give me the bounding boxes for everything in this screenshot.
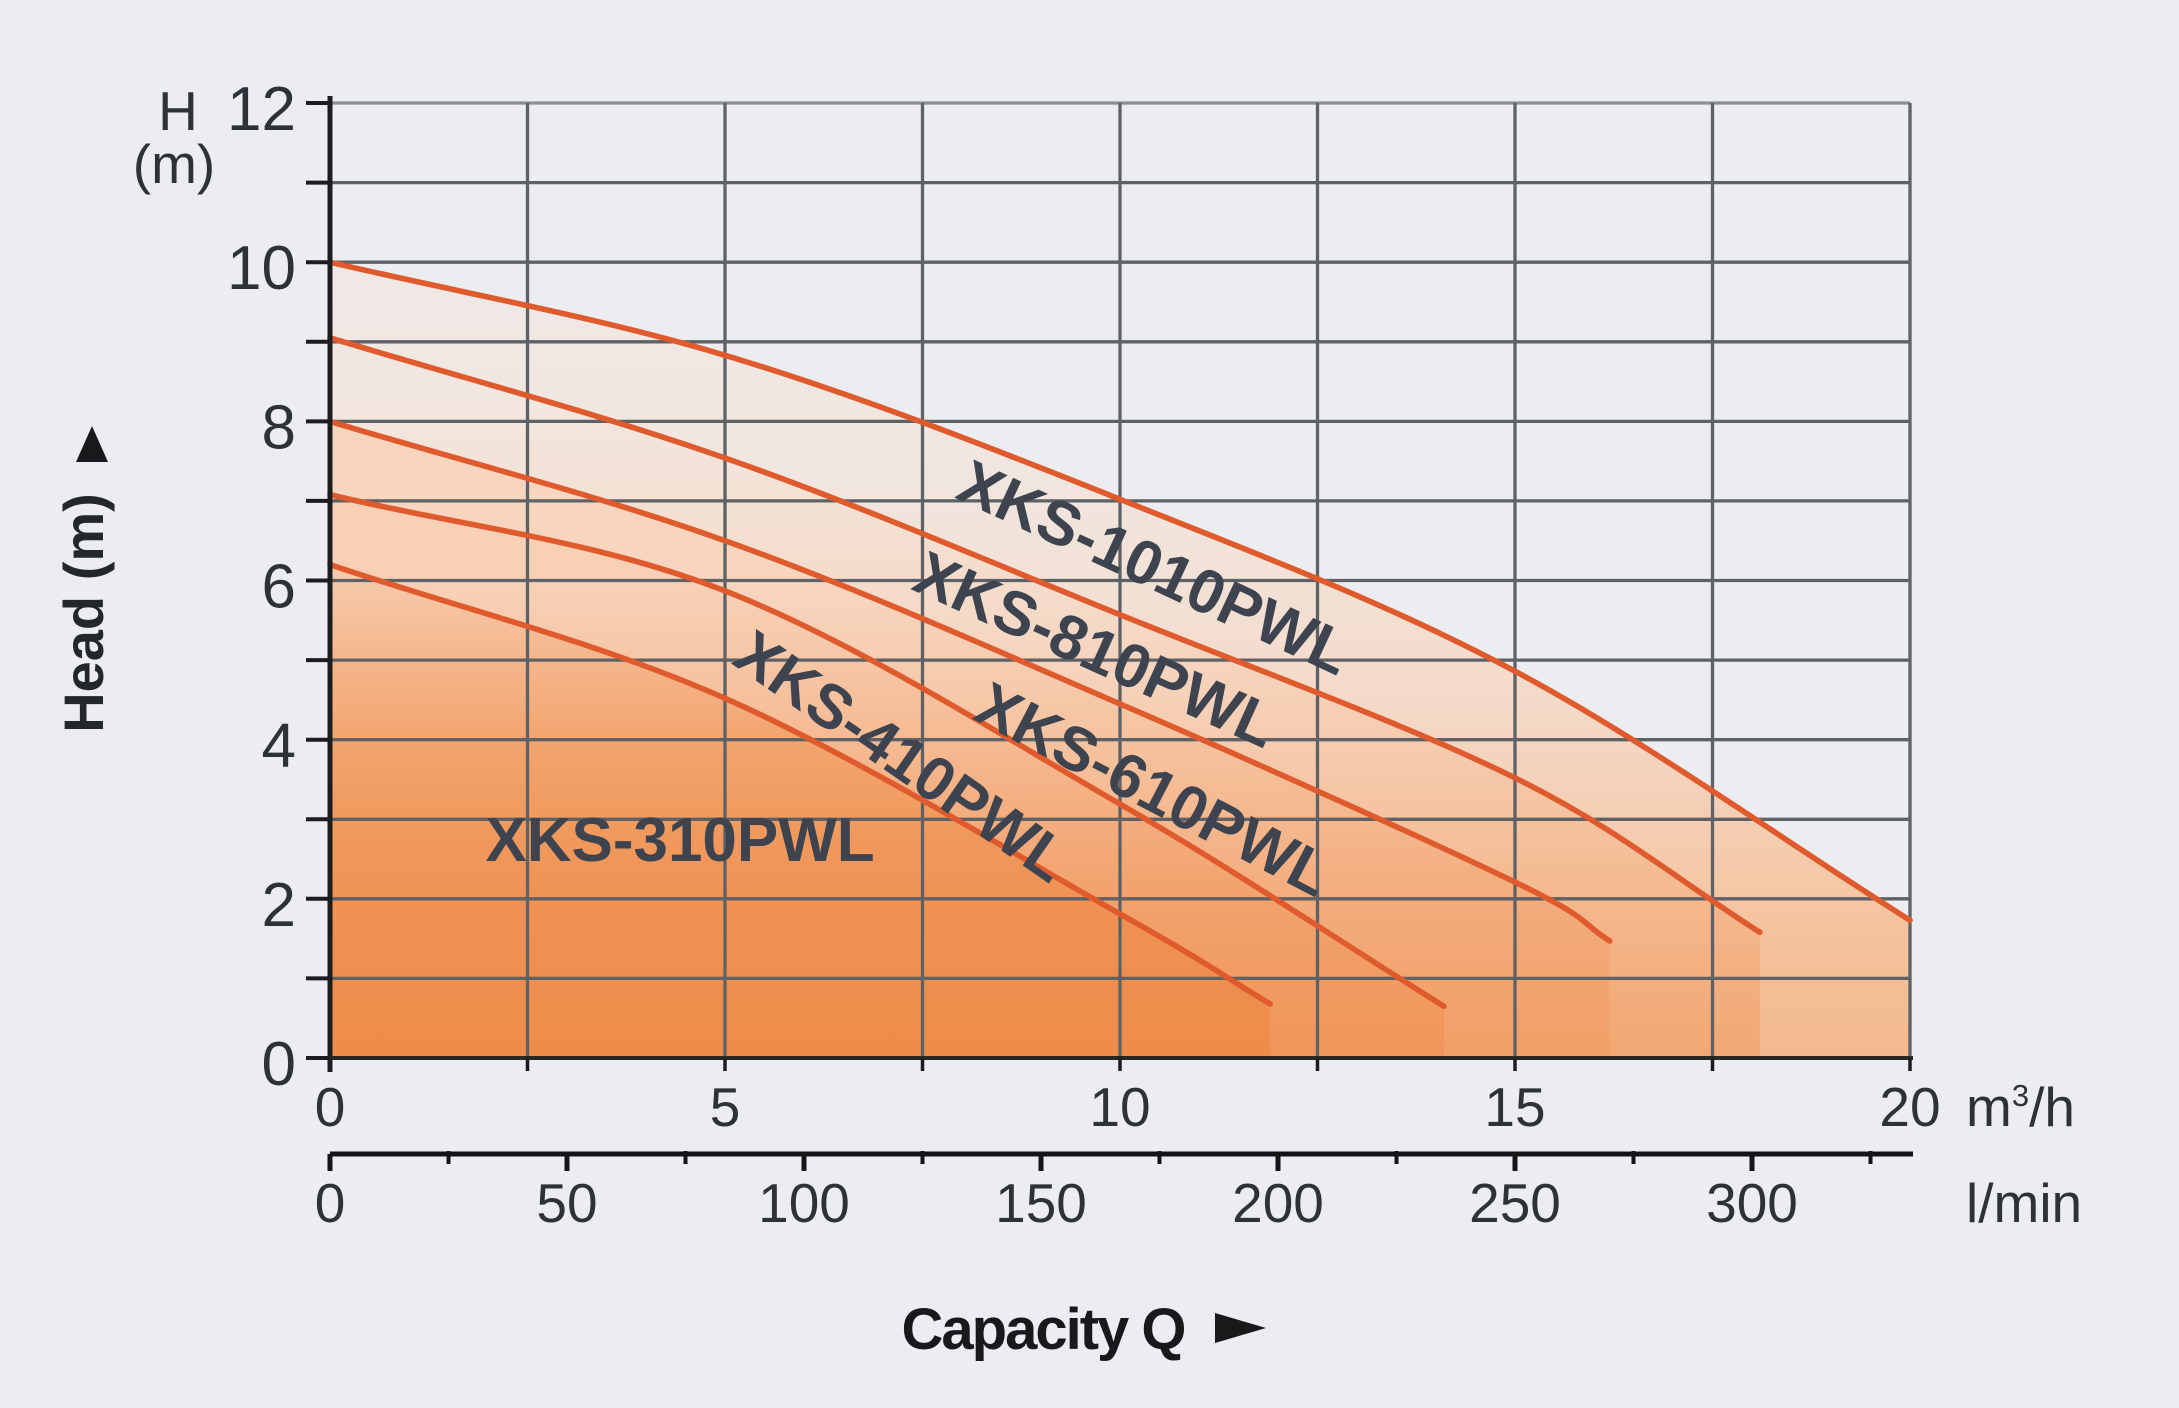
svg-text:20: 20 [1879, 1076, 1940, 1138]
svg-text:4: 4 [262, 712, 296, 781]
svg-text:0: 0 [315, 1076, 346, 1138]
svg-text:300: 300 [1706, 1172, 1798, 1234]
svg-text:Head (m): Head (m) [52, 493, 115, 733]
svg-text:200: 200 [1232, 1172, 1324, 1234]
svg-text:H: H [158, 80, 198, 142]
svg-text:6: 6 [262, 553, 296, 622]
svg-text:5: 5 [710, 1076, 741, 1138]
svg-text:2: 2 [262, 871, 296, 940]
svg-text:150: 150 [995, 1172, 1087, 1234]
svg-text:10: 10 [227, 234, 296, 303]
svg-text:0: 0 [315, 1172, 346, 1234]
svg-text:100: 100 [758, 1172, 850, 1234]
svg-text:250: 250 [1469, 1172, 1561, 1234]
svg-text:8: 8 [262, 393, 296, 462]
svg-text:XKS-310PWL: XKS-310PWL [485, 806, 874, 875]
svg-text:Capacity Q: Capacity Q [902, 1297, 1185, 1362]
svg-text:12: 12 [227, 75, 296, 144]
svg-text:(m): (m) [133, 133, 215, 195]
svg-text:15: 15 [1484, 1076, 1545, 1138]
svg-text:l/min: l/min [1966, 1172, 2082, 1234]
svg-text:0: 0 [262, 1030, 296, 1099]
svg-text:50: 50 [536, 1172, 597, 1234]
svg-text:10: 10 [1089, 1076, 1150, 1138]
